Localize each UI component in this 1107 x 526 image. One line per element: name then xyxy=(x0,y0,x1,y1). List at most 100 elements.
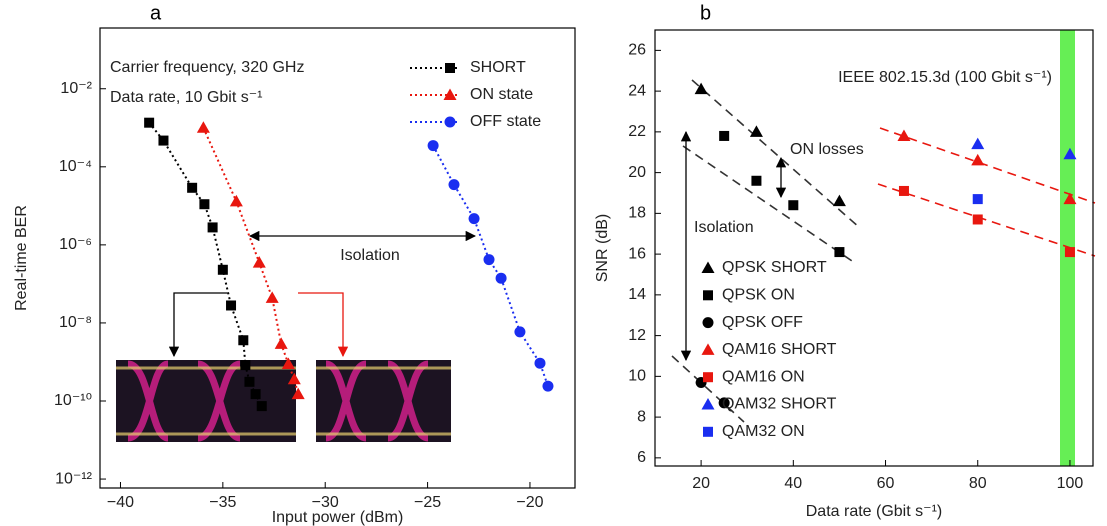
marker xyxy=(1064,247,1075,258)
legend-label: OFF state xyxy=(470,113,541,130)
marker xyxy=(834,247,845,258)
fit-line xyxy=(682,145,856,264)
marker xyxy=(144,117,155,128)
marker xyxy=(719,130,730,141)
legend-marker xyxy=(703,372,713,383)
marker xyxy=(265,291,279,303)
legend-marker xyxy=(443,88,457,100)
marker xyxy=(1063,147,1077,160)
marker xyxy=(250,389,261,400)
legend-marker xyxy=(444,116,456,128)
x-axis-label: Data rate (Gbit s⁻¹) xyxy=(806,503,942,520)
y-tick-label: 22 xyxy=(628,123,646,140)
x-tick-label: −20 xyxy=(516,494,543,511)
y-tick-label: 10 xyxy=(628,368,646,385)
legend-label: QAM16 SHORT xyxy=(722,341,837,358)
legend-label: QAM32 SHORT xyxy=(722,396,837,413)
fit-line xyxy=(879,127,1096,204)
marker xyxy=(718,397,730,409)
marker xyxy=(495,272,507,284)
y-tick-label: 16 xyxy=(628,245,646,262)
legend-label: QPSK ON xyxy=(722,287,795,304)
fit-line xyxy=(671,355,745,423)
marker xyxy=(291,387,305,400)
fit-line xyxy=(691,79,861,229)
annotation: Data rate, 10 Gbit s⁻¹ xyxy=(110,89,263,106)
marker xyxy=(240,360,251,371)
y-tick-label: 6 xyxy=(637,449,646,466)
legend-label: QAM16 ON xyxy=(722,368,805,385)
marker xyxy=(252,256,266,268)
fit-lines xyxy=(671,79,1096,423)
x-tick-label: 100 xyxy=(1057,475,1084,492)
y-tick-label: 10⁻² xyxy=(60,80,92,97)
marker xyxy=(971,153,985,166)
legend-marker xyxy=(701,343,715,355)
legend-label: QPSK SHORT xyxy=(722,259,827,276)
y-axis-label: Real-time BER xyxy=(13,205,30,311)
x-tick-label: 80 xyxy=(969,475,987,492)
annotation: IEEE 802.15.3d (100 Gbit s⁻¹) xyxy=(838,69,1052,86)
y-tick-label: 8 xyxy=(637,408,646,425)
connector-arrow xyxy=(298,292,349,358)
marker xyxy=(244,376,255,387)
x-axis-label: Input power (dBm) xyxy=(272,509,404,526)
marker xyxy=(448,179,460,191)
annotation: Carrier frequency, 320 GHz xyxy=(110,59,304,76)
y-tick-label: 24 xyxy=(628,82,646,99)
marker xyxy=(972,194,983,205)
plot-frame xyxy=(654,29,1094,467)
annotation: ON losses xyxy=(790,141,864,158)
marker xyxy=(898,185,909,196)
legend-marker xyxy=(703,290,713,301)
marker xyxy=(199,199,210,210)
marker xyxy=(256,401,267,412)
legend-marker xyxy=(701,261,715,273)
marker xyxy=(427,140,439,152)
marker xyxy=(287,372,301,385)
marker xyxy=(788,200,799,211)
panel-label: b xyxy=(700,2,711,24)
legend-label: QAM32 ON xyxy=(722,423,805,440)
x-tick-label: −30 xyxy=(312,494,339,511)
marker xyxy=(187,182,198,193)
x-tick-label: 20 xyxy=(692,475,710,492)
legend-marker xyxy=(445,63,455,73)
y-tick-label: 10⁻⁸ xyxy=(59,314,92,331)
y-tick-label: 20 xyxy=(628,164,646,181)
plot-frame xyxy=(99,27,576,489)
marker xyxy=(514,326,526,338)
marker xyxy=(217,264,228,275)
y-tick-label: 10⁻⁴ xyxy=(59,158,92,175)
marker xyxy=(158,135,169,146)
y-tick-label: 12 xyxy=(628,327,646,344)
eye-diagram xyxy=(316,360,451,442)
marker xyxy=(534,357,546,369)
marker xyxy=(972,214,983,225)
marker xyxy=(226,300,237,311)
x-tick-label: −25 xyxy=(414,494,441,511)
y-tick-label: 14 xyxy=(628,286,646,303)
marker xyxy=(751,175,762,186)
y-tick-label: 18 xyxy=(628,205,646,222)
x-tick-label: −40 xyxy=(107,494,134,511)
marker xyxy=(1063,192,1077,205)
legend-label: SHORT xyxy=(470,59,526,76)
marker xyxy=(238,335,249,346)
x-tick-label: −35 xyxy=(209,494,236,511)
panel-label: a xyxy=(150,2,162,24)
x-tick-label: 40 xyxy=(784,475,802,492)
legend-label: QPSK OFF xyxy=(722,314,803,331)
marker xyxy=(971,137,985,150)
marker xyxy=(274,337,288,349)
marker xyxy=(749,125,763,137)
series-line xyxy=(432,145,549,387)
marker xyxy=(468,213,480,225)
legend-marker xyxy=(701,398,715,410)
marker xyxy=(196,121,210,133)
marker xyxy=(897,129,911,141)
annotation: Isolation xyxy=(340,247,400,264)
legend-label: ON state xyxy=(470,86,533,103)
y-tick-label: 10⁻¹⁰ xyxy=(54,392,92,409)
